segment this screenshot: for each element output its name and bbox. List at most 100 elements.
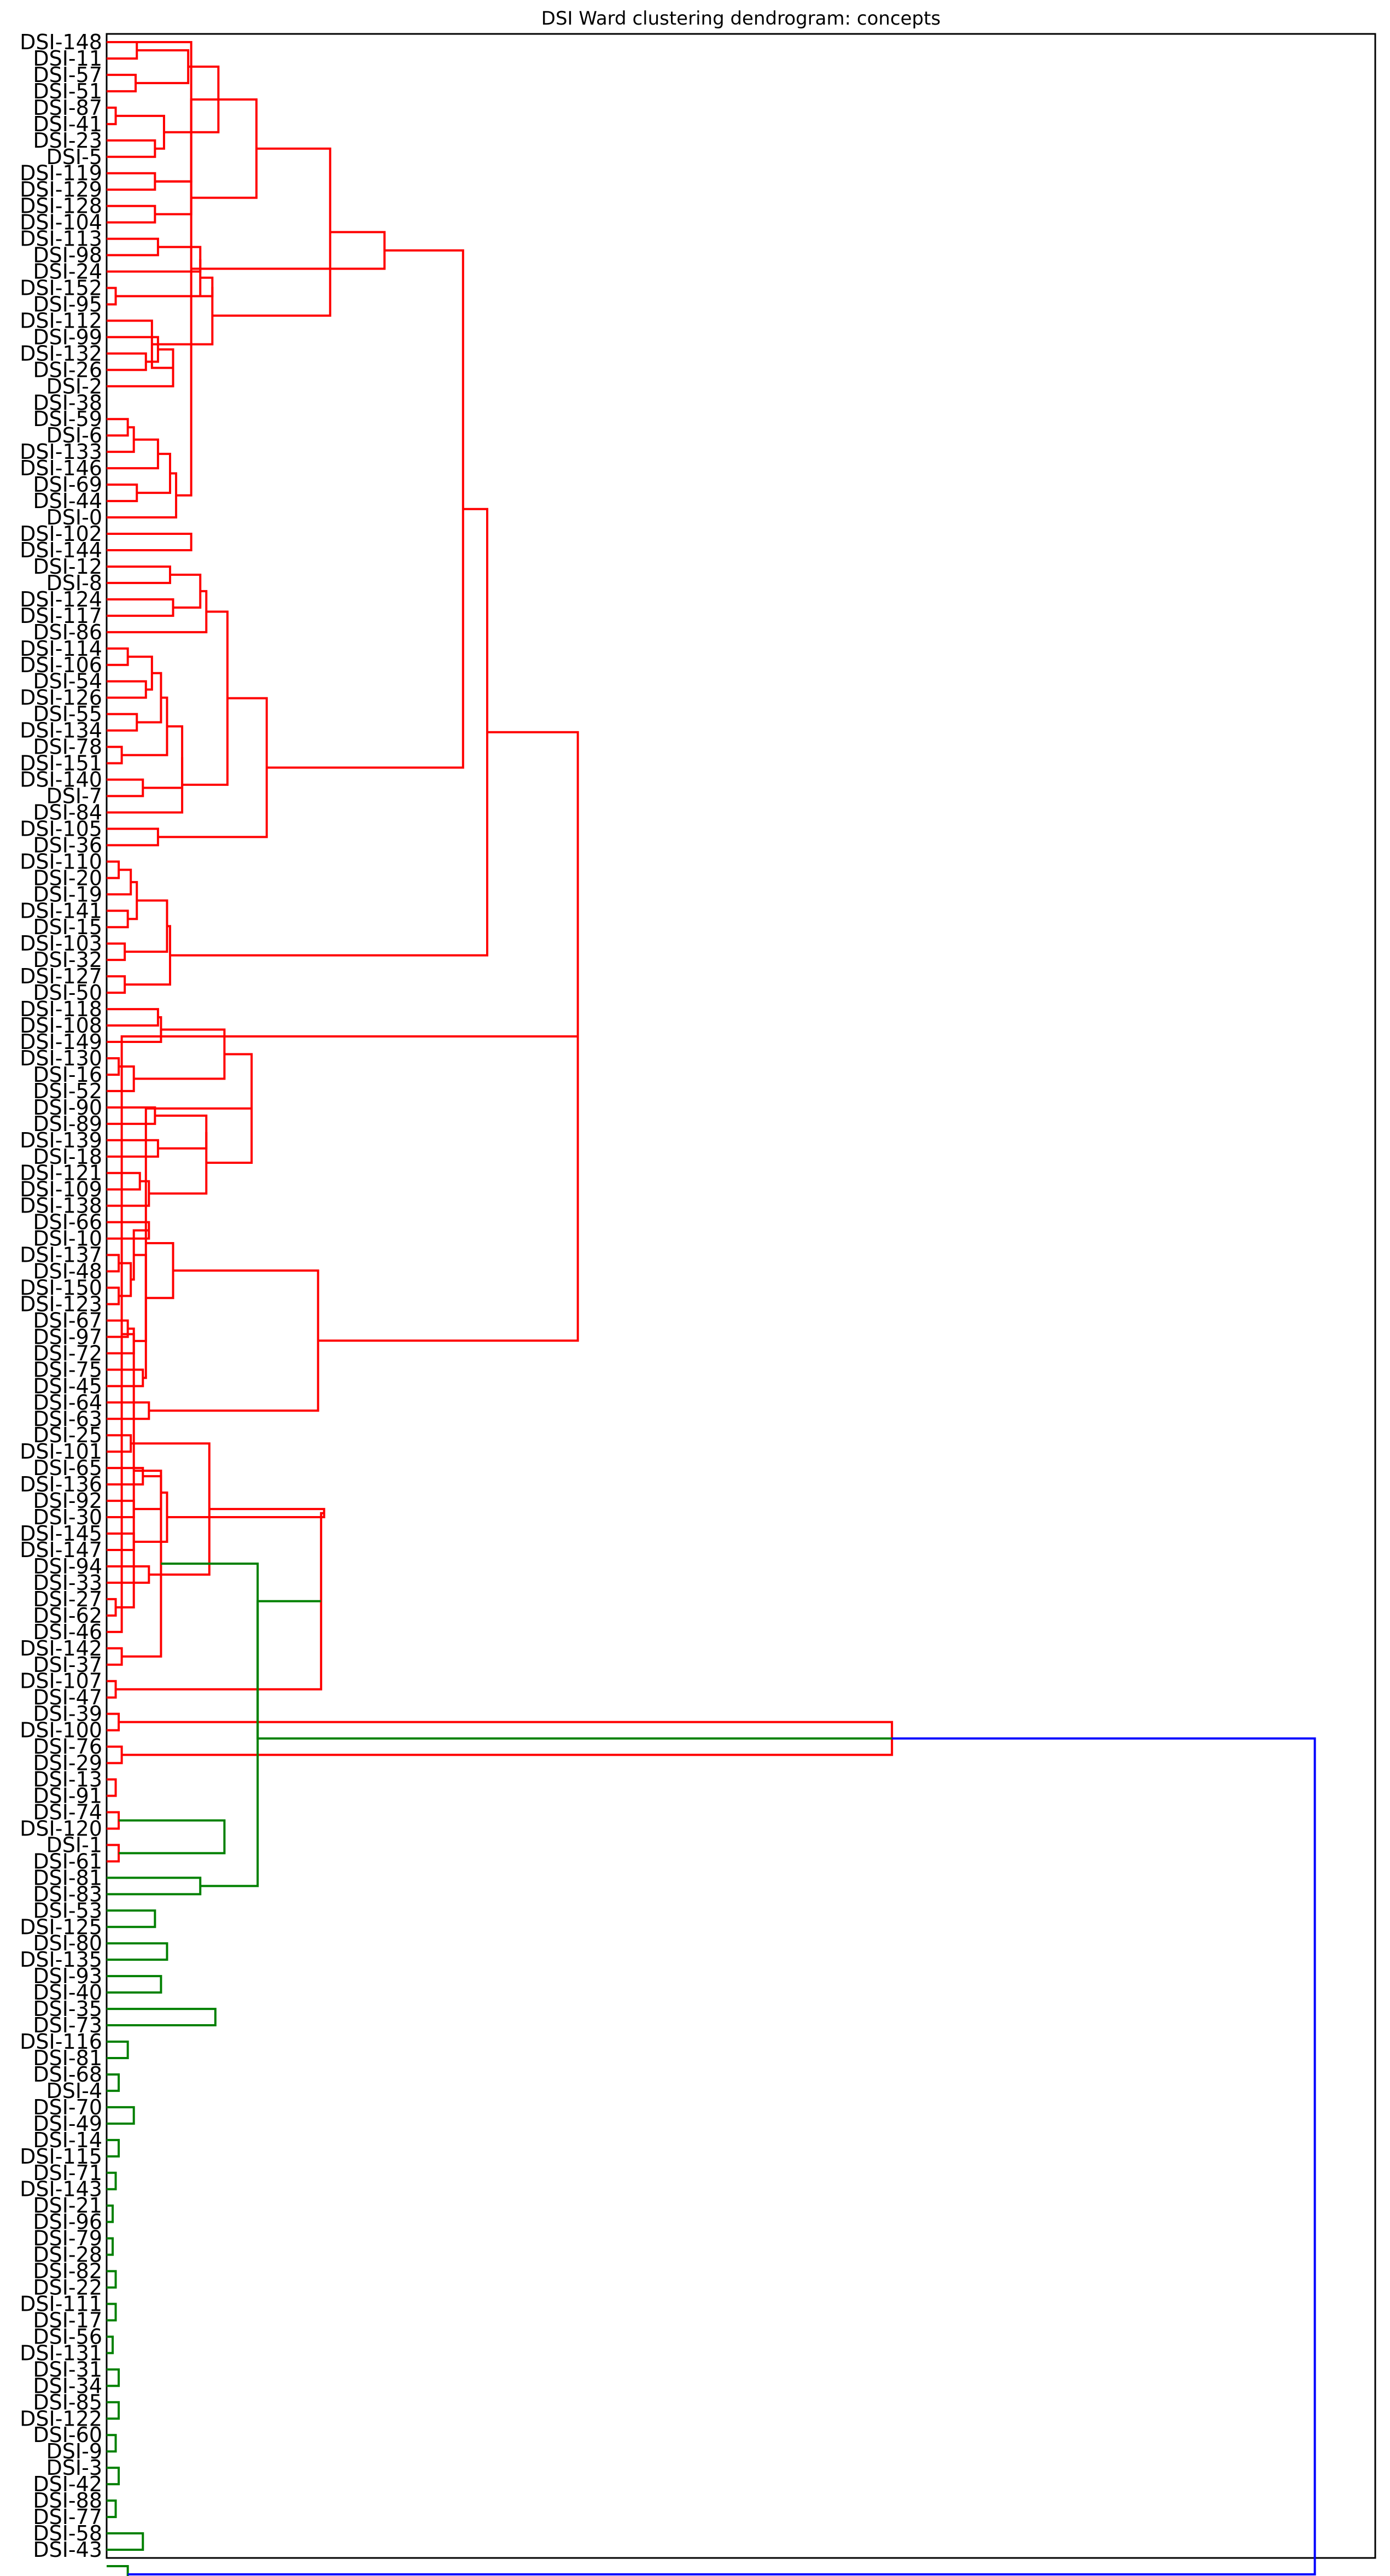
leaf-label: DSI-104 xyxy=(20,211,102,235)
leaf-label: DSI-34 xyxy=(33,2374,102,2398)
leaf-label: DSI-105 xyxy=(20,817,102,841)
dendrogram-link xyxy=(256,1600,892,1740)
dendrogram-link xyxy=(107,2204,114,2223)
leaf-label: DSI-42 xyxy=(33,2472,102,2496)
dendrogram-link xyxy=(107,1975,162,1994)
leaf-label: DSI-87 xyxy=(33,96,102,120)
leaf-label: DSI-100 xyxy=(20,1718,102,1742)
dendrogram-link xyxy=(107,975,126,994)
leaf-label: DSI-152 xyxy=(20,276,102,300)
dendrogram-link xyxy=(121,1470,162,1658)
dendrogram-link xyxy=(107,2303,117,2322)
leaf-label: DSI-81 xyxy=(33,2046,102,2070)
dendrogram-link xyxy=(131,1229,149,1281)
leaf-label: DSI-9 xyxy=(46,2439,102,2463)
dendrogram-link xyxy=(107,1434,132,1453)
leaf-label: DSI-149 xyxy=(20,1030,102,1054)
dendrogram-link xyxy=(107,2467,120,2486)
leaf-label: DSI-27 xyxy=(33,1587,102,1611)
leaf-label: DSI-12 xyxy=(33,555,102,579)
leaf-label: DSI-71 xyxy=(33,2161,102,2185)
leaf-label: DSI-54 xyxy=(33,669,102,693)
dendrogram-link xyxy=(107,910,129,929)
dendrogram-link xyxy=(115,259,202,298)
leaf-label: DSI-142 xyxy=(20,1636,102,1660)
dendrogram-link xyxy=(107,565,171,584)
leaf-label: DSI-8 xyxy=(46,571,102,595)
dendrogram-link xyxy=(107,1368,144,1388)
leaf-label: DSI-48 xyxy=(33,1260,102,1284)
leaf-label: DSI-83 xyxy=(33,1882,102,1906)
leaf-label: DSI-144 xyxy=(20,538,102,562)
leaf-label: DSI-46 xyxy=(33,1620,102,1644)
leaf-label: DSI-124 xyxy=(20,587,102,611)
links-layer xyxy=(107,40,1316,2576)
dendrogram-link xyxy=(266,249,464,769)
leaf-label: DSI-18 xyxy=(33,1145,102,1169)
dendrogram-link xyxy=(125,899,168,953)
leaf-label: DSI-106 xyxy=(20,653,102,677)
leaf-label: DSI-78 xyxy=(33,735,102,759)
leaf-label: DSI-137 xyxy=(20,1243,102,1267)
leaf-label: DSI-22 xyxy=(33,2276,102,2300)
leaf-label: DSI-11 xyxy=(33,46,102,71)
leaf-label: DSI-2 xyxy=(46,374,102,398)
leaf-label: DSI-26 xyxy=(33,358,102,382)
leaf-label: DSI-32 xyxy=(33,948,102,972)
leaf-label: DSI-19 xyxy=(33,882,102,906)
dendrogram-link xyxy=(107,472,178,519)
leaf-label: DSI-58 xyxy=(33,2521,102,2545)
dendrogram-link xyxy=(107,426,135,453)
dendrogram-link xyxy=(107,2008,217,2027)
dendrogram-link xyxy=(137,452,171,494)
dendrogram-link xyxy=(191,98,258,199)
leaf-label: DSI-1 xyxy=(46,1833,102,1857)
leaf-label: DSI-151 xyxy=(20,751,102,776)
dendrogram-link xyxy=(107,590,208,633)
leaf-label: DSI-90 xyxy=(33,1095,102,1120)
dendrogram-link xyxy=(191,231,386,270)
dendrogram-link xyxy=(107,942,126,961)
dendrogram-link xyxy=(170,508,488,957)
leaf-label: DSI-24 xyxy=(33,260,102,284)
leaf-label: DSI-117 xyxy=(20,604,102,628)
dendrogram-link xyxy=(107,2434,117,2453)
leaf-label: DSI-70 xyxy=(33,2095,102,2119)
leaf-label: DSI-43 xyxy=(33,2538,102,2562)
leaf-label: DSI-31 xyxy=(33,2357,102,2381)
dendrogram-link xyxy=(136,49,190,84)
leaf-label: DSI-148 xyxy=(20,30,102,54)
dendrogram-link xyxy=(107,172,156,191)
dendrogram-link xyxy=(107,205,156,224)
dendrogram-link xyxy=(107,1008,159,1027)
leaf-label: DSI-139 xyxy=(20,1128,102,1152)
leaf-label: DSI-118 xyxy=(20,997,102,1021)
leaf-label: DSI-141 xyxy=(20,899,102,923)
leaf-label: DSI-52 xyxy=(33,1079,102,1103)
leaf-label: DSI-125 xyxy=(20,1915,102,1939)
dendrogram-link xyxy=(107,1500,135,1519)
dendrogram-link xyxy=(107,1532,135,1551)
leaf-label: DSI-50 xyxy=(33,981,102,1005)
leaf-label: DSI-14 xyxy=(33,2128,102,2152)
leaf-label: DSI-10 xyxy=(33,1227,102,1251)
leaf-label: DSI-134 xyxy=(20,719,102,743)
leaf-label: DSI-35 xyxy=(33,1997,102,2021)
leaf-label: DSI-38 xyxy=(33,391,102,415)
leaf-label: DSI-107 xyxy=(20,1669,102,1693)
leaf-label: DSI-88 xyxy=(33,2488,102,2513)
dendrogram-link xyxy=(107,1712,120,1732)
dendrogram-link xyxy=(107,2138,120,2158)
dendrogram-link xyxy=(161,1562,259,1887)
dendrogram-link xyxy=(170,573,202,609)
dendrogram-link xyxy=(107,827,159,847)
leaf-label: DSI-91 xyxy=(33,1784,102,1808)
leaf-label: DSI-4 xyxy=(46,2079,102,2103)
leaf-label: DSI-111 xyxy=(20,2292,102,2316)
dendrogram-link xyxy=(145,1242,174,1299)
dendrogram-link xyxy=(107,418,129,437)
leaf-label: DSI-147 xyxy=(20,1538,102,1562)
dendrogram-link xyxy=(107,483,138,503)
leaf-label: DSI-41 xyxy=(33,112,102,136)
dendrogram-link xyxy=(127,1737,1316,2575)
